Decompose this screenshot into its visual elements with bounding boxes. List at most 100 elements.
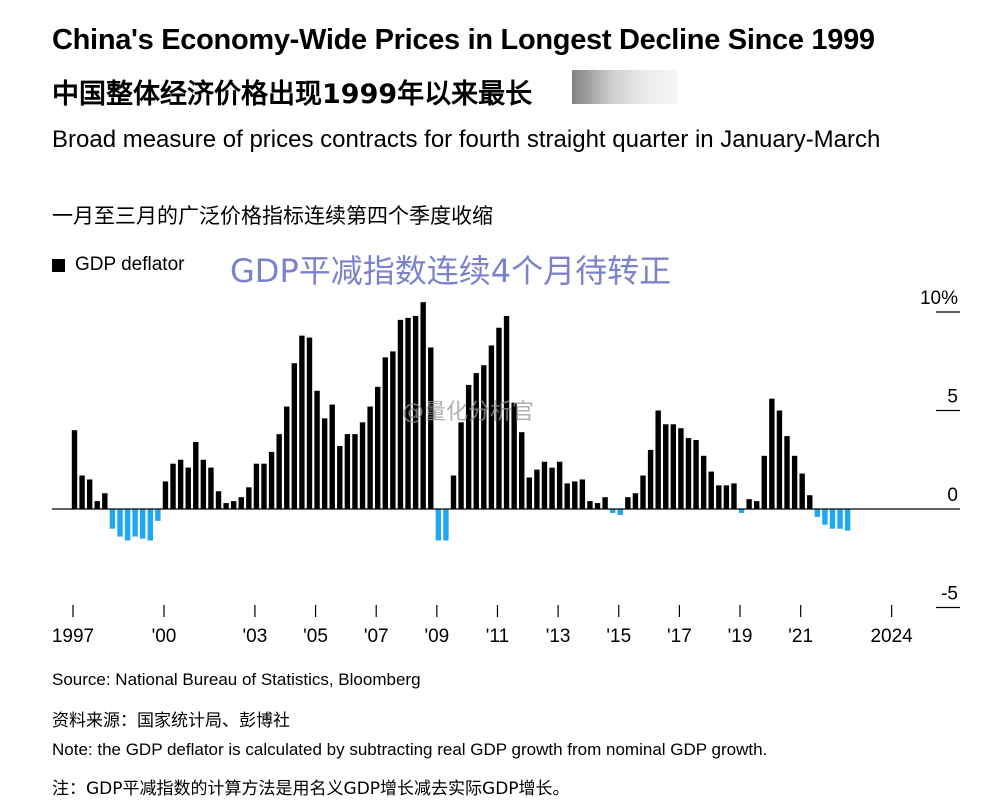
bar — [632, 493, 639, 509]
bar — [685, 438, 692, 509]
bar — [200, 459, 207, 509]
bar — [837, 509, 843, 529]
y-tick-label: 5 — [947, 387, 958, 408]
bar — [102, 493, 108, 509]
x-tick-label: '07 — [364, 626, 389, 647]
x-tick-label: '09 — [424, 626, 449, 647]
legend-swatch — [52, 258, 65, 272]
bar — [572, 481, 578, 509]
overlay-annotation: GDP平减指数连续4个月待转正 — [230, 252, 672, 290]
bar — [640, 475, 646, 509]
x-tick-label: 1997 — [52, 626, 94, 647]
bar — [473, 373, 479, 509]
bar — [314, 390, 320, 509]
bar — [564, 483, 570, 509]
bar — [519, 432, 525, 509]
bar — [132, 509, 138, 537]
bar — [799, 473, 805, 509]
blurred-redaction — [572, 70, 678, 104]
bar — [708, 471, 714, 509]
bar — [238, 497, 244, 509]
bar — [412, 315, 419, 509]
x-tick-label: '00 — [152, 626, 177, 647]
x-tick-label: '03 — [243, 626, 268, 647]
bar — [261, 463, 267, 509]
bar — [147, 509, 153, 541]
bar — [321, 418, 328, 509]
bar — [246, 487, 252, 509]
bar — [693, 440, 699, 509]
bar — [609, 509, 616, 513]
chart-title: China's Economy-Wide Prices in Longest D… — [52, 24, 875, 56]
bar — [678, 428, 684, 509]
chart-subtitle-cn: 一月至三月的广泛价格指标连续第四个季度收缩 — [52, 204, 493, 228]
bar — [208, 467, 214, 509]
x-tick-label: '13 — [546, 626, 571, 647]
bar — [109, 509, 116, 529]
bar — [284, 406, 290, 509]
bar — [465, 384, 472, 509]
x-tick-label: '05 — [303, 626, 328, 647]
bar — [253, 463, 260, 509]
bar — [844, 509, 851, 531]
bar — [791, 455, 798, 509]
bar — [829, 509, 836, 529]
bar — [162, 481, 169, 509]
bar — [511, 402, 517, 509]
bar — [746, 499, 752, 509]
bar — [86, 479, 93, 509]
bar — [496, 327, 502, 509]
x-tick-label: '21 — [788, 626, 813, 647]
bar — [375, 386, 381, 509]
legend-label: GDP deflator — [75, 254, 185, 275]
footer-source-cn: 资料来源：国家统计局、彭博社 — [52, 711, 290, 731]
bar — [276, 434, 282, 509]
y-tick-label: 10% — [920, 288, 958, 309]
watermark: @量化分析官 — [402, 400, 535, 425]
bar — [344, 434, 351, 509]
bar — [526, 477, 532, 509]
bar — [784, 436, 790, 509]
bar — [723, 485, 730, 509]
bar — [647, 449, 654, 509]
bar — [663, 424, 669, 509]
bar — [814, 509, 821, 517]
bar — [754, 501, 760, 509]
bar — [329, 404, 335, 509]
x-tick-label: '19 — [728, 626, 753, 647]
bar — [79, 475, 85, 509]
bar — [299, 335, 305, 509]
bar — [587, 501, 593, 509]
bar — [481, 365, 487, 509]
bar — [359, 422, 366, 509]
bar — [428, 347, 434, 509]
x-tick-label: '15 — [606, 626, 631, 647]
bar — [223, 503, 229, 509]
footer-note-cn: 注：GDP平减指数的计算方法是用名义GDP增长减去实际GDP增长。 — [52, 779, 570, 799]
x-tick-label: 2024 — [870, 626, 913, 647]
bar — [170, 463, 176, 509]
bar — [390, 351, 396, 509]
bar — [185, 467, 191, 509]
bar — [71, 430, 78, 509]
bar — [822, 509, 828, 525]
bar — [556, 461, 563, 509]
bar — [397, 319, 404, 509]
bar — [337, 445, 343, 509]
bar — [140, 509, 146, 539]
y-tick-label: -5 — [941, 584, 958, 605]
bar — [625, 497, 631, 509]
bar — [435, 509, 442, 541]
bar — [117, 509, 123, 537]
bar — [94, 501, 100, 509]
bar — [541, 461, 548, 509]
bar — [230, 501, 237, 509]
bar — [731, 483, 737, 509]
bar — [769, 398, 775, 509]
bar — [405, 317, 411, 509]
bar — [215, 491, 222, 509]
bar — [124, 509, 131, 541]
bar — [193, 442, 199, 509]
bar — [761, 455, 767, 509]
bar — [579, 479, 586, 509]
